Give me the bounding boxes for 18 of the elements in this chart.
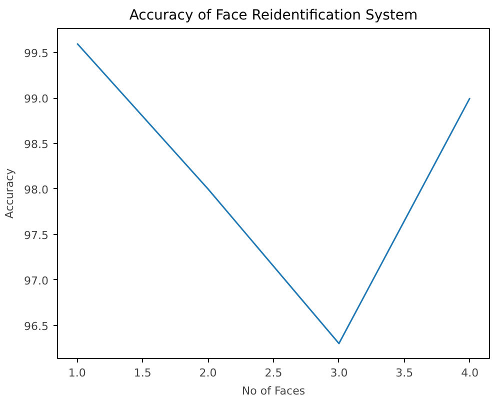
x-tick-label: 4.0: [461, 366, 479, 380]
line-series: [76, 42, 471, 344]
y-tick-label: 99.0: [24, 92, 49, 106]
x-tick-label: 3.5: [396, 366, 414, 380]
x-tick-label: 3.0: [330, 366, 348, 380]
x-axis-title: No of Faces: [242, 384, 306, 398]
y-tick-label: 97.5: [24, 228, 49, 242]
y-tick-label: 98.5: [24, 138, 49, 151]
x-tick-label: 2.5: [264, 366, 282, 380]
y-axis-title: Accuracy: [3, 168, 16, 219]
x-tick-label: 1.5: [134, 366, 152, 380]
y-tick-label: 96.5: [24, 320, 49, 333]
y-tick-label: 98.0: [24, 183, 49, 196]
y-tick-label: 99.5: [24, 47, 49, 60]
chart-title: Accuracy of Face Reidentification System: [129, 8, 418, 24]
x-tick-label: 2.0: [199, 366, 217, 380]
y-tick-label: 97.0: [24, 274, 49, 288]
x-tick-label: 1.0: [68, 366, 86, 380]
